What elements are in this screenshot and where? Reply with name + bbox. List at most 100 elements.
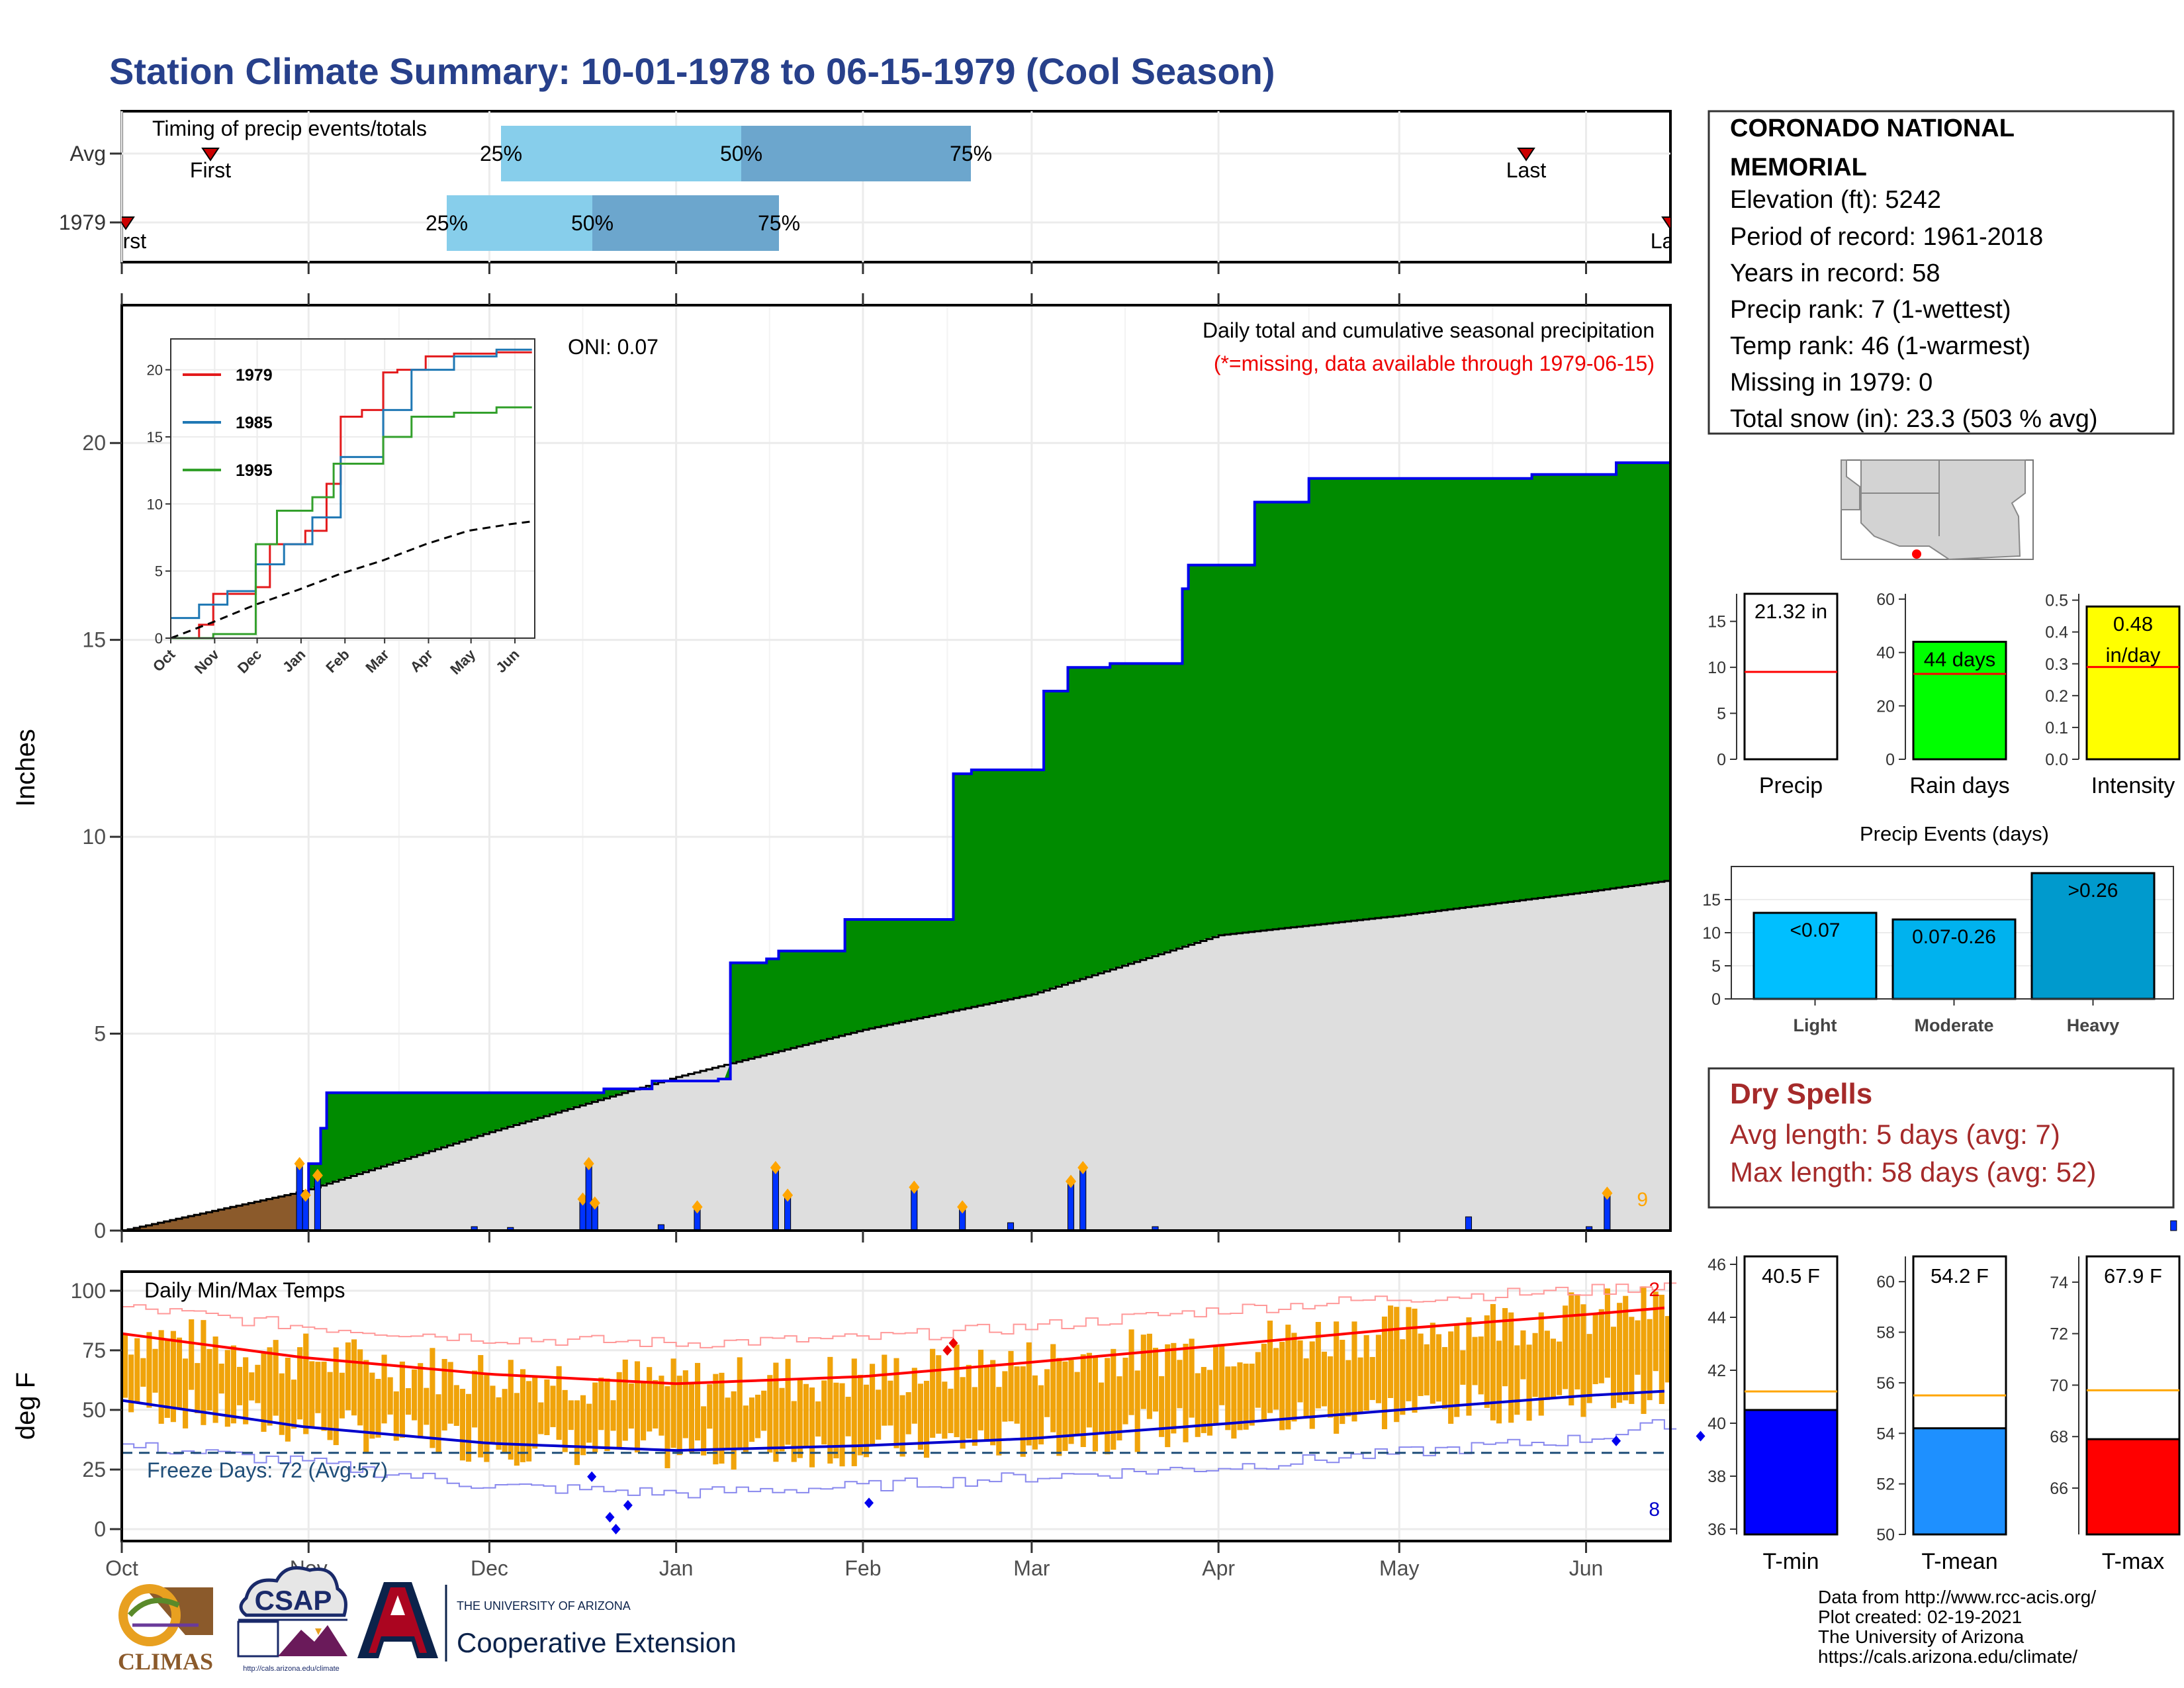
temp-summary-y-tick-label: 36	[1707, 1521, 1726, 1539]
month-tick-label: Jan	[659, 1556, 694, 1580]
y1979-q2-q3-band	[592, 195, 779, 251]
mini-bar-y-tick-label: 0.4	[2045, 624, 2068, 642]
daily-temp-range-bar	[1514, 1345, 1520, 1415]
daily-temp-range-bar	[653, 1380, 659, 1429]
daily-temp-range-bar	[1466, 1317, 1472, 1416]
daily-temp-range-bar	[1297, 1340, 1303, 1403]
events-y-tick-label: 10	[1702, 924, 1721, 943]
precip-y-tick-label: 5	[94, 1022, 106, 1046]
daily-temp-range-bar	[1195, 1373, 1201, 1437]
daily-temp-range-bar	[201, 1320, 206, 1425]
daily-temp-range-bar	[387, 1377, 393, 1415]
tmin-normal-line	[121, 1389, 1665, 1452]
daily-temp-range-bar	[954, 1344, 960, 1438]
daily-temp-range-bar	[526, 1381, 532, 1462]
temp-summary-y-tick-label: 74	[2050, 1274, 2068, 1292]
temp-y-tick-label: 0	[94, 1517, 106, 1541]
inset-y-tick-label: 15	[147, 429, 163, 445]
daily-temp-range-bar	[743, 1405, 749, 1454]
y1979-25-label: 25%	[426, 211, 468, 235]
daily-temp-range-bar	[1580, 1304, 1586, 1417]
daily-temp-range-bar	[966, 1364, 972, 1439]
temp-summary-value-label: 67.9 F	[2104, 1264, 2162, 1288]
daily-temp-range-bar	[984, 1364, 990, 1440]
daily-temp-range-bar	[424, 1387, 430, 1425]
svg-text:Cooperative Extension: Cooperative Extension	[457, 1627, 737, 1658]
daily-temp-range-bar	[1140, 1335, 1146, 1409]
record-low-marker	[864, 1497, 874, 1509]
daily-temp-range-bar	[1219, 1344, 1225, 1405]
record-low-marker	[605, 1511, 615, 1523]
daily-temp-range-bar	[128, 1354, 134, 1413]
mini-bar-value-label: 0.48	[2113, 612, 2153, 635]
credit-univ: The University of Arizona	[1818, 1626, 2025, 1647]
daily-temp-range-bar	[1177, 1360, 1183, 1409]
events-y-tick-label: 5	[1711, 957, 1721, 976]
month-tick-label: Feb	[844, 1556, 881, 1580]
daily-temp-range-bar	[164, 1339, 170, 1418]
svg-text:CLIMAS: CLIMAS	[118, 1648, 213, 1675]
daily-temp-range-bar	[1249, 1363, 1255, 1426]
daily-temp-range-bar	[923, 1380, 930, 1458]
daily-temp-range-bar	[616, 1372, 622, 1448]
daily-temp-range-bar	[863, 1384, 870, 1458]
daily-temp-range-bar	[1279, 1342, 1285, 1430]
record-low-marker	[1696, 1430, 1706, 1442]
daily-temp-range-bar	[1484, 1315, 1490, 1408]
credit-data-from: Data from http://www.rcc-acis.org/	[1818, 1587, 2096, 1607]
daily-temp-range-bar	[562, 1389, 568, 1452]
daily-temp-range-bar	[1086, 1352, 1092, 1428]
svg-text:CSAP: CSAP	[255, 1585, 332, 1616]
event-bar	[1752, 912, 1878, 1000]
daily-temp-range-bar	[195, 1363, 201, 1413]
mini-bar-value	[1912, 641, 2007, 761]
daily-temp-range-bar	[1309, 1341, 1315, 1429]
daily-temp-range-bar	[1231, 1366, 1237, 1439]
daily-temp-range-bar	[261, 1353, 267, 1432]
temp-y-tick-label: 75	[82, 1338, 106, 1362]
mini-bar-y-tick-label: 0	[1886, 751, 1895, 769]
station-name-line1: CORONADO NATIONAL	[1730, 115, 2015, 142]
temp-title: Daily Min/Max Temps	[144, 1278, 345, 1302]
daily-temp-range-bar	[659, 1376, 664, 1436]
daily-temp-range-bar	[243, 1357, 249, 1425]
daily-temp-range-bar	[1345, 1360, 1351, 1417]
daily-temp-range-bar	[1544, 1331, 1550, 1400]
daily-temp-range-bar	[1448, 1331, 1454, 1424]
daily-temp-range-bar	[496, 1397, 502, 1450]
dry-spells-title: Dry Spells	[1730, 1078, 1872, 1110]
daily-temp-range-bar	[1026, 1342, 1032, 1446]
precip-y-tick-label: 20	[82, 431, 106, 455]
event-bar-label: >0.26	[2068, 880, 2118, 902]
daily-temp-range-bar	[942, 1382, 948, 1439]
daily-temp-range-bar	[1604, 1288, 1610, 1378]
daily-temp-range-bar	[321, 1362, 327, 1431]
avg-first-marker	[201, 148, 220, 162]
daily-temp-range-bar	[1435, 1334, 1442, 1402]
climas-logo: CLIMAS	[118, 1584, 213, 1675]
daily-temp-range-bar	[996, 1387, 1002, 1456]
daily-temp-range-bar	[1653, 1291, 1659, 1372]
daily-temp-range-bar	[279, 1373, 285, 1435]
dry-spells-box: Dry Spells Avg length: 5 days (avg: 7) M…	[1707, 1067, 2175, 1209]
daily-temp-range-bar	[412, 1369, 418, 1421]
daily-temp-range-bar	[1032, 1375, 1038, 1450]
daily-temp-range-bar	[351, 1339, 357, 1416]
daily-temp-range-bar	[1020, 1366, 1026, 1457]
daily-temp-range-bar	[773, 1362, 779, 1462]
record-high-marker	[942, 1344, 952, 1356]
mini-bar-y-tick-label: 0.1	[2045, 719, 2068, 737]
daily-temp-range-bar	[315, 1362, 321, 1413]
daily-temp-range-bar	[701, 1406, 707, 1456]
mini-bar-y-tick-label: 0.3	[2045, 655, 2068, 674]
daily-temp-range-bar	[917, 1383, 923, 1450]
station-period: Period of record: 1961-2018	[1730, 223, 2043, 251]
daily-temp-range-bar	[532, 1377, 538, 1449]
event-marker	[583, 1156, 594, 1170]
station-precip-rank: Precip rank: 7 (1-wettest)	[1730, 296, 2011, 324]
page-title: Station Climate Summary: 10-01-1978 to 0…	[109, 50, 1275, 92]
daily-temp-range-bar	[845, 1397, 851, 1436]
temp-summary-y-tick-label: 70	[2050, 1376, 2068, 1395]
daily-temp-range-bar	[189, 1319, 195, 1390]
temp-summary-y-tick-label: 44	[1707, 1309, 1726, 1327]
